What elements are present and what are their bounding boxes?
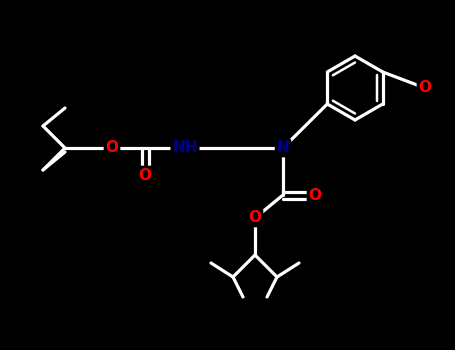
Text: O: O [248,210,262,225]
Text: O: O [419,80,431,96]
Text: N: N [277,140,289,155]
Text: O: O [138,168,152,182]
Text: O: O [308,188,322,203]
Text: O: O [106,140,118,155]
Text: NH: NH [172,140,198,155]
